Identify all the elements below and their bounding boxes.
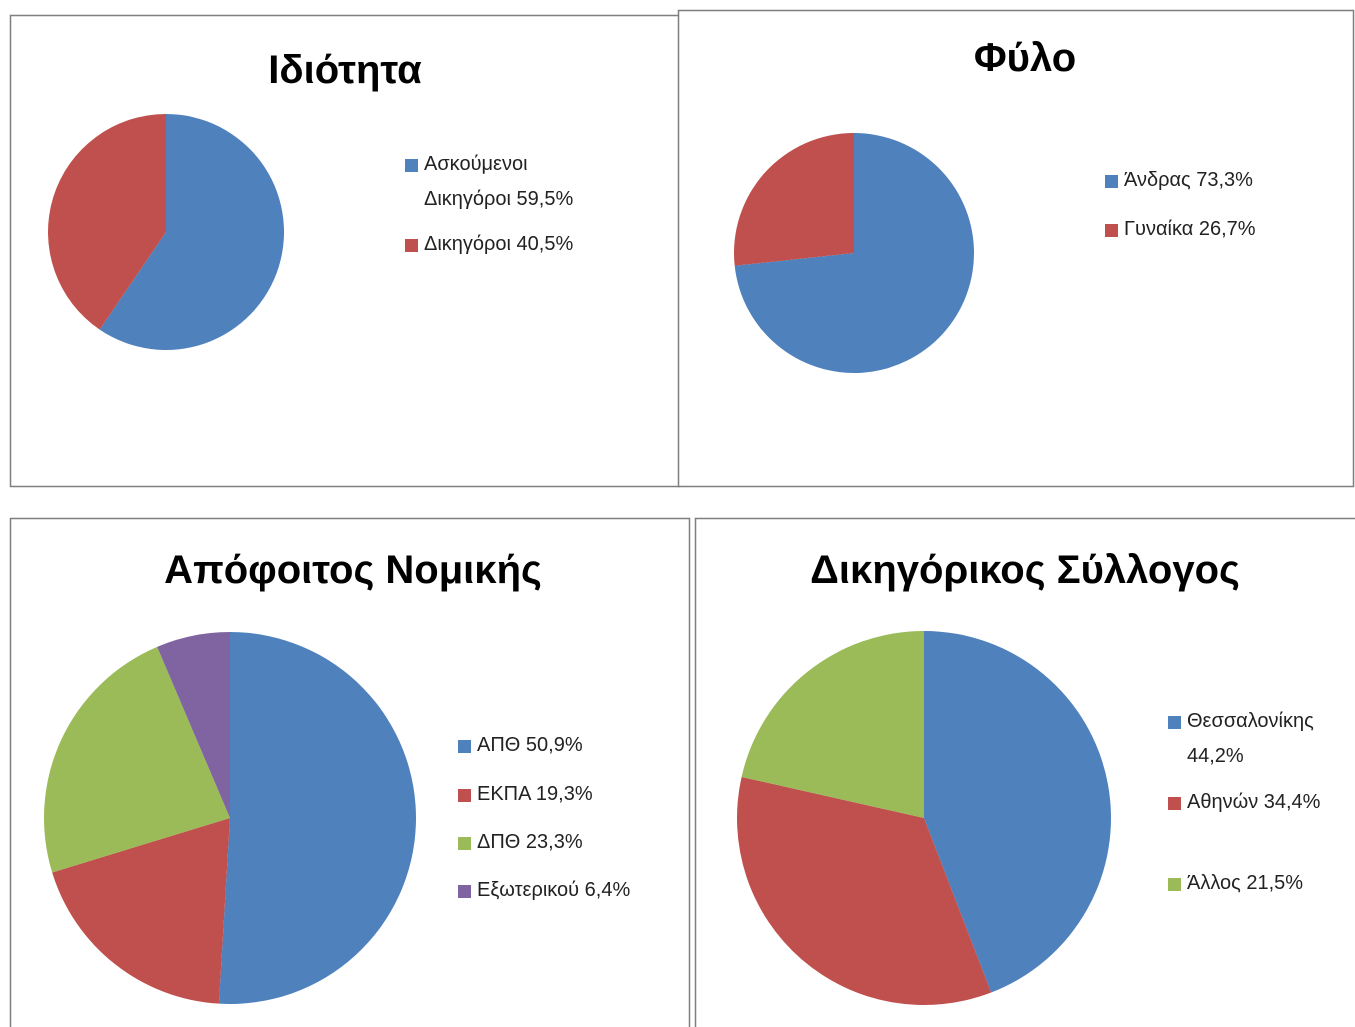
legend-label: ΔΠΘ 23,3% <box>477 831 583 853</box>
legend-swatch <box>1168 878 1181 891</box>
chart-title: Φύλο <box>973 36 1077 80</box>
legend-swatch <box>458 740 471 753</box>
pie-slice <box>52 818 231 1004</box>
legend-swatch <box>1105 224 1118 237</box>
legend-label: Δικηγόροι 40,5% <box>424 233 574 255</box>
pie-slice <box>736 776 992 1005</box>
legend-label: Άλλος 21,5% <box>1187 872 1304 894</box>
legend-label: ΕΚΠΑ 19,3% <box>477 783 593 805</box>
pie-slice <box>924 631 1111 993</box>
legend-label: ΑΠΘ 50,9% <box>477 734 583 756</box>
legend-label: Αθηνών 34,4% <box>1187 791 1321 813</box>
legend-swatch <box>405 239 418 252</box>
pie-slice <box>44 646 231 873</box>
chart-frame <box>9 517 691 1027</box>
pie-slice <box>157 632 230 818</box>
legend-label: Άνδρας 73,3% <box>1124 169 1253 191</box>
pie-slice <box>741 631 924 818</box>
legend-label: Θεσσαλονίκης 44,2% <box>1187 710 1314 767</box>
chart-title: Δικηγόρικος Σύλλογος <box>810 548 1240 592</box>
pie-slice <box>218 632 416 1004</box>
legend-swatch <box>1105 175 1118 188</box>
legend-swatch <box>458 837 471 850</box>
legend-label: Εξωτερικού 6,4% <box>477 879 631 901</box>
chart-frame <box>694 517 1355 1027</box>
pie-slice <box>734 133 974 373</box>
chart-title: Ιδιότητα <box>268 48 422 92</box>
pie-slice <box>47 114 166 330</box>
legend-swatch <box>405 159 418 172</box>
legend-label: Ασκούμενοι Δικηγόροι 59,5% <box>424 153 574 210</box>
legend-swatch <box>1168 716 1181 729</box>
legend-label: Γυναίκα 26,7% <box>1124 218 1256 240</box>
legend-swatch <box>458 789 471 802</box>
legend-swatch <box>458 885 471 898</box>
chart-title: Απόφοιτος Νομικής <box>164 548 542 592</box>
legend-swatch <box>1168 797 1181 810</box>
pie-slice <box>734 133 854 266</box>
pie-slice <box>99 114 284 350</box>
